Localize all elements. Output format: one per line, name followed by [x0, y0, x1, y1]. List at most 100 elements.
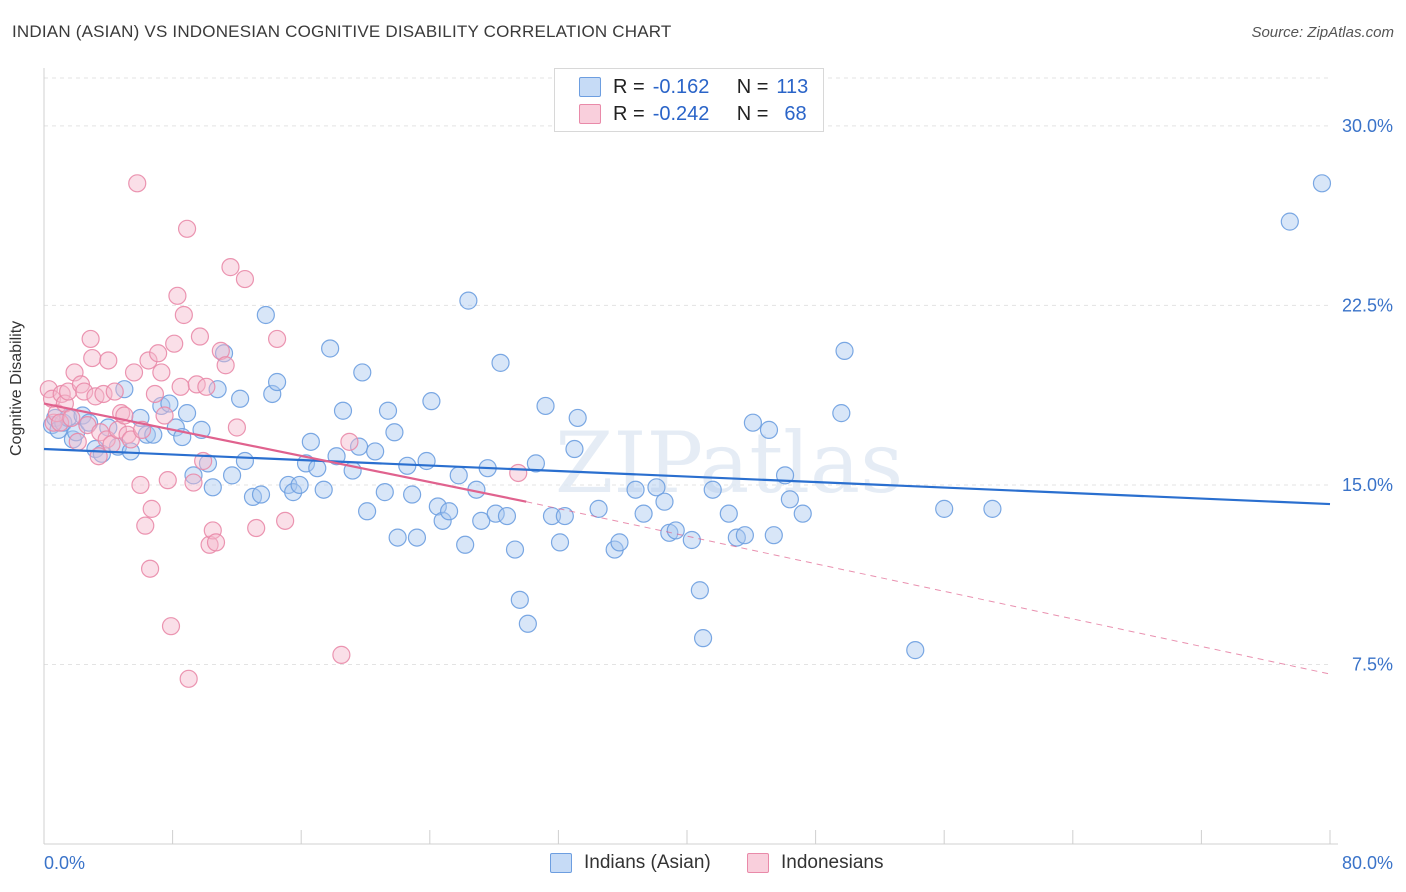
- data-point-indonesians: [149, 344, 168, 363]
- data-point-indians-asian: [284, 483, 303, 502]
- data-point-indians-asian: [160, 394, 179, 413]
- y-tick-label: 22.5%: [1342, 295, 1393, 315]
- data-point-indians-asian: [906, 641, 925, 660]
- data-point-indians-asian: [301, 432, 320, 451]
- data-point-indonesians: [145, 384, 165, 404]
- data-point-indonesians: [177, 219, 197, 238]
- data-point-indonesians: [68, 432, 87, 451]
- data-point-indians-asian: [449, 466, 468, 485]
- series-legend-indians-asian[interactable]: Indians (Asian): [550, 852, 711, 874]
- data-point-indians-asian: [555, 506, 574, 526]
- data-point-indians-asian: [505, 540, 525, 559]
- data-point-indians-asian: [263, 384, 282, 404]
- data-point-indians-asian: [472, 511, 491, 530]
- data-point-indians-asian: [177, 404, 197, 423]
- gridlines: [44, 77, 1330, 665]
- data-point-indians-asian: [417, 451, 436, 471]
- data-point-indians-asian: [459, 291, 478, 310]
- data-point-indians-asian: [308, 459, 327, 478]
- data-point-indians-asian: [589, 499, 608, 518]
- data-point-indonesians: [131, 475, 150, 495]
- legend-n-label: N =: [736, 102, 769, 125]
- series-legend: Indians (Asian) Indonesians: [0, 852, 1406, 878]
- data-point-indians-asian: [290, 475, 309, 495]
- legend-row-indonesians: R = -0.242 N = 68: [579, 101, 807, 127]
- data-point-indonesians: [139, 351, 158, 370]
- data-point-indians-asian: [610, 533, 629, 552]
- data-point-indians-asian: [231, 389, 250, 408]
- data-point-indonesians: [267, 329, 287, 349]
- data-point-indians-asian: [491, 353, 510, 372]
- chart-title: INDIAN (ASIAN) VS INDONESIAN COGNITIVE D…: [12, 22, 672, 41]
- data-point-indians-asian: [428, 497, 447, 516]
- y-tick-label: 7.5%: [1352, 654, 1393, 674]
- data-point-indonesians: [132, 420, 152, 439]
- x-tick-label-max: 80.0%: [1342, 853, 1393, 873]
- legend-n-value: 68: [784, 102, 807, 125]
- data-point-indians-asian: [439, 502, 459, 521]
- legend-r-value: -0.162: [652, 75, 710, 98]
- data-point-indians-asian: [568, 408, 587, 428]
- data-point-indonesians: [227, 418, 246, 437]
- data-point-indians-asian: [375, 483, 394, 502]
- data-point-indians-asian: [935, 499, 954, 518]
- data-point-indonesians: [165, 334, 184, 353]
- data-point-indians-asian: [184, 466, 203, 485]
- data-point-indians-asian: [407, 528, 427, 547]
- data-point-indonesians: [340, 432, 359, 451]
- data-point-indians-asian: [358, 502, 377, 521]
- series-legend-indonesians[interactable]: Indonesians: [747, 852, 883, 874]
- data-point-indonesians: [332, 645, 351, 664]
- data-point-indians-asian: [764, 526, 783, 545]
- data-point-indonesians: [216, 356, 235, 375]
- data-point-indians-asian: [267, 372, 287, 392]
- data-point-indonesians: [247, 518, 266, 538]
- data-point-indians-asian: [647, 478, 666, 497]
- data-point-indonesians: [235, 269, 255, 289]
- data-point-indonesians: [142, 499, 161, 518]
- y-tick-label: 30.0%: [1342, 116, 1393, 136]
- legend-n-label: N =: [736, 75, 769, 98]
- data-point-indonesians: [171, 377, 190, 396]
- legend-r-label: R =: [613, 75, 645, 98]
- source-label: Source: ZipAtlas.com: [1251, 24, 1394, 41]
- data-point-indians-asian: [385, 423, 404, 442]
- data-point-indians-asian: [526, 454, 545, 473]
- series-legend-label: Indonesians: [781, 852, 884, 873]
- data-point-indians-asian: [719, 504, 738, 523]
- data-point-indians-asian: [422, 392, 441, 411]
- data-point-indians-asian: [256, 305, 275, 325]
- tick-labels: 7.5% 15.0% 22.5% 30.0% 0.0% 80.0%: [44, 116, 1393, 873]
- data-point-indonesians: [62, 408, 81, 428]
- data-point-indians-asian: [497, 506, 517, 526]
- data-point-indians-asian: [433, 511, 452, 530]
- data-point-indians-asian: [536, 396, 555, 416]
- data-point-indians-asian: [208, 380, 227, 399]
- data-point-indians-asian: [550, 533, 570, 552]
- legend-n-value: 113: [776, 75, 809, 98]
- data-point-indonesians: [136, 516, 155, 535]
- data-point-indonesians: [99, 351, 118, 370]
- data-point-indonesians: [83, 348, 102, 368]
- watermark: ZIPatlas: [555, 414, 903, 512]
- data-point-indians-asian: [983, 499, 1002, 518]
- data-point-indians-asian: [1280, 212, 1299, 231]
- data-point-indians-asian: [1312, 174, 1332, 193]
- data-point-indonesians: [155, 406, 174, 425]
- data-point-indonesians: [203, 521, 222, 540]
- data-point-indians-asian: [655, 492, 674, 511]
- legend-row-indians-asian: R = -0.162 N = 113: [579, 74, 808, 100]
- data-point-indonesians: [197, 377, 216, 396]
- series-swatch-pink: [747, 853, 769, 873]
- data-point-indians-asian: [634, 504, 653, 523]
- data-point-indonesians: [221, 258, 240, 277]
- data-point-indonesians: [190, 327, 210, 346]
- trend-lines: [43, 402, 1331, 675]
- data-point-indians-asian: [222, 466, 242, 485]
- data-point-indians-asian: [378, 401, 398, 420]
- data-point-indonesians: [168, 286, 187, 305]
- data-point-indians-asian: [703, 480, 722, 499]
- data-point-indonesians: [184, 473, 203, 492]
- data-point-indonesians: [91, 423, 110, 442]
- data-point-indians-asian: [203, 478, 222, 497]
